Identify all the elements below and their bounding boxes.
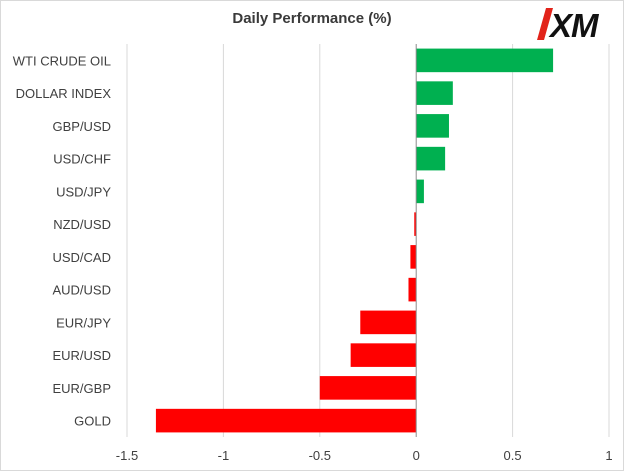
category-label: EUR/USD: [52, 348, 111, 363]
x-tick-label: 1: [605, 448, 612, 463]
category-labels: WTI CRUDE OIL DOLLAR INDEX GBP/USD USD/CHF U…: [13, 53, 112, 428]
category-label: GBP/USD: [52, 119, 111, 134]
bars: [155, 48, 554, 433]
category-label: USD/CAD: [52, 250, 111, 265]
x-tick-label: 0: [413, 448, 420, 463]
bar: [410, 245, 417, 269]
bar: [416, 81, 453, 105]
category-label: EUR/GBP: [52, 381, 111, 396]
grid-lines: [126, 44, 610, 437]
category-label: USD/JPY: [56, 184, 111, 199]
bar: [414, 212, 417, 236]
bar: [408, 277, 417, 302]
category-label: WTI CRUDE OIL: [13, 53, 111, 68]
category-label: GOLD: [74, 414, 111, 429]
category-label: USD/CHF: [53, 152, 111, 167]
x-tick-label: -1: [218, 448, 230, 463]
category-label: NZD/USD: [53, 217, 111, 232]
category-label: EUR/JPY: [56, 315, 111, 330]
bar: [416, 146, 446, 171]
bar: [155, 408, 417, 433]
bar: [416, 48, 554, 73]
xm-logo: XM: [537, 7, 601, 42]
bar: [350, 343, 417, 367]
bar: [416, 179, 424, 204]
x-tick-label: -0.5: [309, 448, 331, 463]
bar: [319, 376, 417, 400]
chart-title: Daily Performance (%): [232, 10, 392, 27]
x-tick-label: 0.5: [504, 448, 522, 463]
xm-logo-slash: [537, 8, 553, 40]
category-label: AUD/USD: [52, 283, 111, 298]
x-tick-labels: -1.5 -1 -0.5 0 0.5 1: [116, 448, 613, 463]
category-label: DOLLAR INDEX: [16, 86, 112, 101]
x-tick-label: -1.5: [116, 448, 138, 463]
bar: [416, 114, 449, 138]
xm-logo-text: XM: [548, 7, 600, 42]
bar: [360, 310, 417, 335]
